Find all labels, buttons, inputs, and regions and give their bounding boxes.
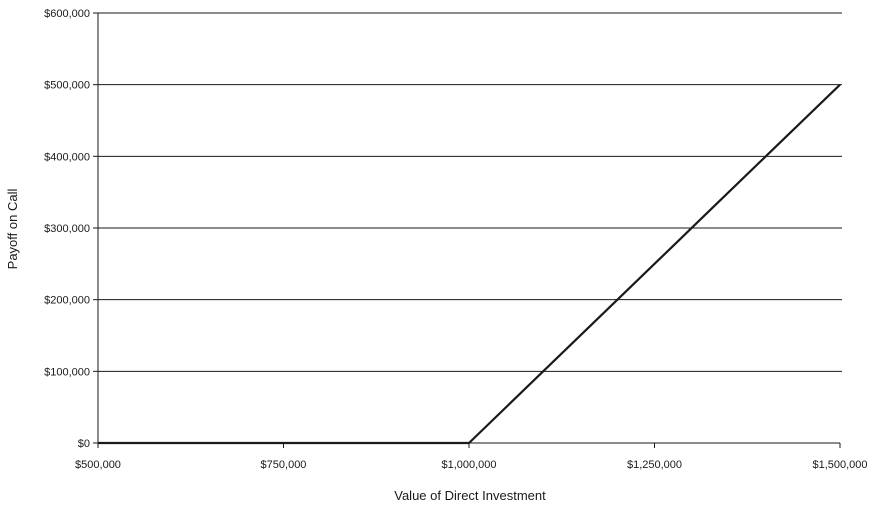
y-axis-title: Payoff on Call — [5, 189, 20, 270]
series-group — [98, 83, 841, 445]
x-tick-label-1: $750,000 — [261, 459, 307, 471]
x-tick-label-2: $1,000,000 — [441, 459, 496, 471]
x-tick-label-3: $1,250,000 — [627, 459, 682, 471]
y-tick-label-6: $600,000 — [44, 8, 90, 20]
y-tick-label-4: $400,000 — [44, 151, 90, 163]
gridlines — [98, 12, 842, 372]
y-tick-label-2: $200,000 — [44, 295, 90, 307]
axes — [93, 12, 841, 448]
x-tick-label-0: $500,000 — [75, 459, 121, 471]
x-tick-label-4: $1,500,000 — [812, 459, 867, 471]
y-tick-label-1: $100,000 — [44, 366, 90, 378]
series-line-0 — [98, 83, 841, 445]
y-tick-label-3: $300,000 — [44, 223, 90, 235]
x-axis-title: Value of Direct Investment — [394, 488, 546, 503]
y-tick-label-0: $0 — [78, 438, 90, 450]
tick-labels: $0 $100,000 $200,000 $300,000 $400,000 $500,0… — [44, 8, 867, 471]
y-tick-label-5: $500,000 — [44, 80, 90, 92]
